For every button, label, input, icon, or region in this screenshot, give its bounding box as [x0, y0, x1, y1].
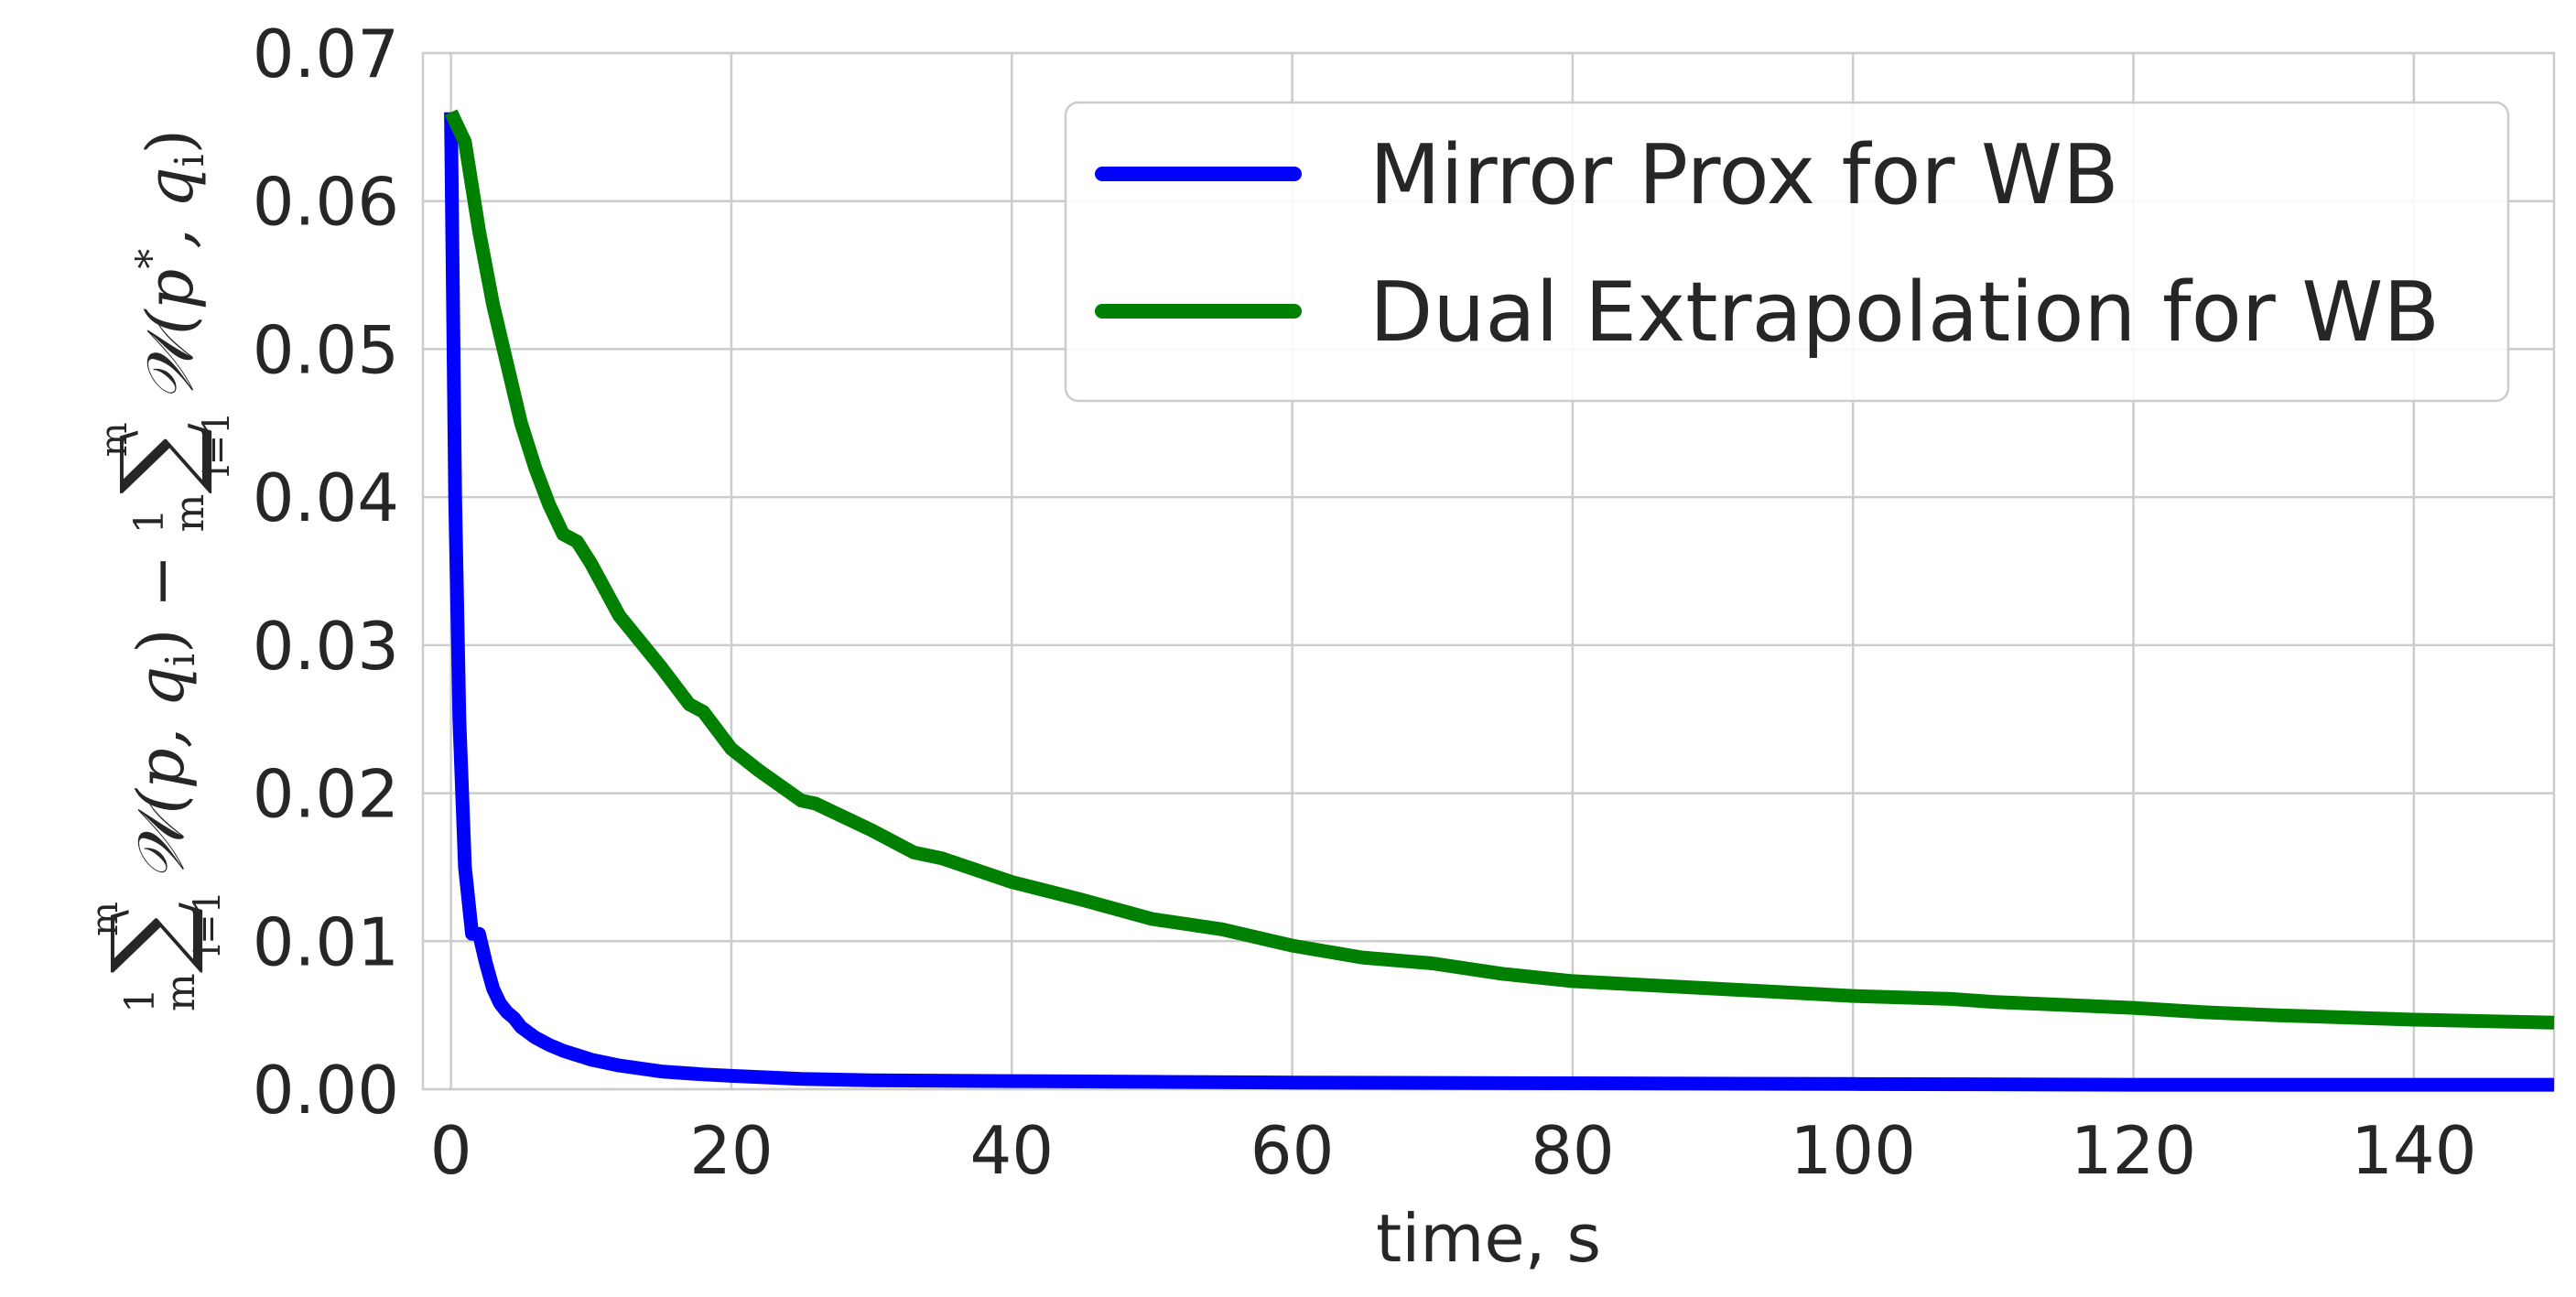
series-line-mirror-prox: [444, 112, 2554, 1092]
y-tick-label: 0.01: [253, 903, 399, 980]
legend: Mirror Prox for WB Dual Extrapolation fo…: [1064, 101, 2510, 403]
y-tick-label: 0.03: [253, 608, 399, 685]
x-tick-label: 20: [689, 1112, 774, 1189]
y-tick-label: 0.06: [253, 164, 399, 241]
y-axis-label: 1m∑i=1m 𝒲(p, qi) − 1m∑i=1m 𝒲(p*, qi): [84, 129, 238, 1013]
x-tick-label: 120: [2071, 1112, 2196, 1189]
legend-label-dual-extrapolation: Dual Extrapolation for WB: [1369, 265, 2440, 361]
legend-label-mirror-prox: Mirror Prox for WB: [1369, 127, 2119, 223]
y-tick-label: 0.02: [253, 756, 399, 833]
x-tick-label: 100: [1790, 1112, 1915, 1189]
y-tick-label: 0.07: [253, 16, 399, 92]
y-tick-labels: 0.00 0.01 0.02 0.03 0.04 0.05 0.06 0.07: [253, 16, 399, 1129]
x-tick-label: 140: [2351, 1112, 2476, 1189]
x-axis-label: time, s: [1376, 1200, 1601, 1277]
svg-text:1m∑i=1m 𝒲(p, qi) − 1m∑i=1m 𝒲: 1m∑i=1m 𝒲(p, qi) − 1m∑i=1m 𝒲(p*, qi): [84, 129, 238, 1013]
x-tick-label: 40: [969, 1112, 1054, 1189]
y-tick-label: 0.05: [253, 311, 399, 388]
legend-frame: [1064, 101, 2510, 403]
x-tick-label: 60: [1250, 1112, 1335, 1189]
y-tick-label: 0.00: [253, 1052, 399, 1129]
x-tick-label: 80: [1531, 1112, 1615, 1189]
x-tick-label: 0: [430, 1112, 472, 1189]
y-tick-label: 0.04: [253, 459, 399, 536]
series-layer: [444, 109, 2555, 1092]
x-tick-labels: 0 20 40 60 80 100 120 140: [430, 1112, 2477, 1189]
series-line-dual-extrapolation: [444, 109, 2555, 1030]
